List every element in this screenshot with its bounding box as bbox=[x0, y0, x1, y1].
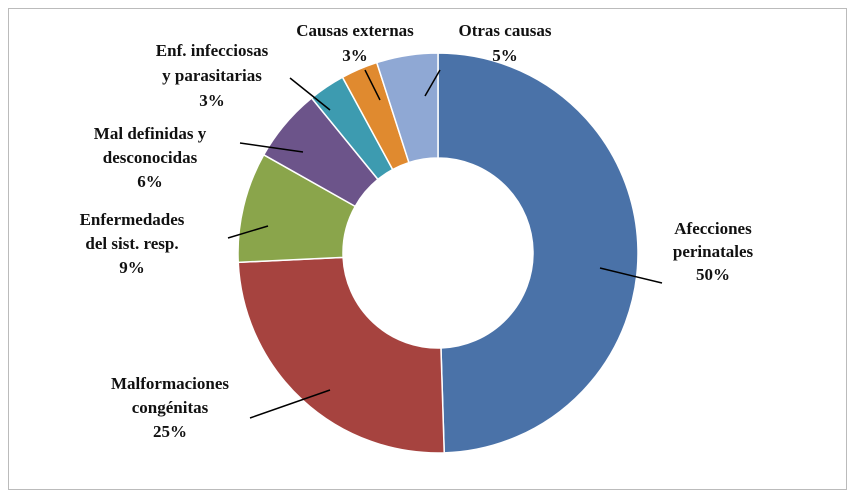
donut-slice bbox=[237, 256, 445, 454]
leader-line bbox=[249, 389, 331, 419]
leader-line bbox=[364, 69, 381, 101]
slice-label: desconocidas bbox=[103, 148, 198, 167]
slice-label: perinatales bbox=[673, 242, 754, 261]
slice-label: y parasitarias bbox=[162, 66, 262, 85]
slice-label: Otras causas bbox=[458, 21, 551, 40]
slice-label: Enf. infecciosas bbox=[156, 41, 269, 60]
donut-slice bbox=[375, 52, 439, 164]
donut-slice bbox=[437, 52, 639, 454]
slice-label: Causas externas bbox=[296, 21, 414, 40]
leader-line bbox=[239, 142, 304, 153]
leader-line bbox=[289, 77, 331, 111]
slice-label: Enfermedades bbox=[80, 210, 185, 229]
value-label: 5% bbox=[492, 46, 518, 65]
leader-line bbox=[424, 69, 441, 97]
value-label: 3% bbox=[199, 91, 225, 110]
value-label: 50% bbox=[696, 265, 730, 284]
slice-label: Malformaciones bbox=[111, 374, 229, 393]
leader-line bbox=[599, 267, 663, 284]
slice-label: congénitas bbox=[132, 398, 209, 417]
value-label: 3% bbox=[342, 46, 368, 65]
value-label: 9% bbox=[119, 258, 145, 277]
slice-label: Afecciones bbox=[674, 219, 752, 238]
leader-line bbox=[227, 225, 269, 239]
slice-label: Mal definidas y bbox=[94, 124, 207, 143]
value-label: 25% bbox=[153, 422, 187, 441]
value-label: 6% bbox=[137, 172, 163, 191]
slice-label: del sist. resp. bbox=[85, 234, 178, 253]
